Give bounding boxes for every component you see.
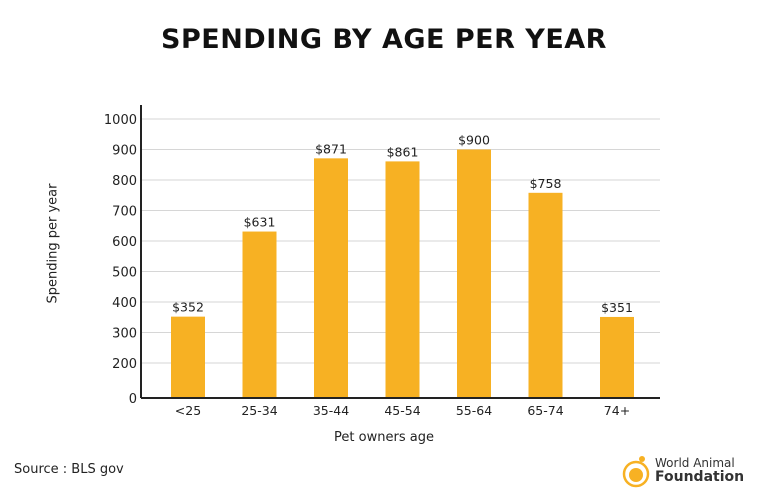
data-label: $351 — [601, 300, 633, 315]
chart-title: SPENDING BY AGE PER YEAR — [161, 24, 607, 55]
y-tick-label: 800 — [112, 174, 137, 189]
source-note: Source : BLS gov — [14, 462, 124, 477]
data-label: $900 — [458, 133, 490, 148]
y-tick-label: 1000 — [104, 113, 137, 128]
data-label: $861 — [387, 144, 419, 159]
x-tick-label: 55-64 — [456, 403, 492, 418]
x-tick-label: 65-74 — [527, 403, 563, 418]
data-label: $352 — [172, 300, 204, 315]
y-tick-label: 400 — [112, 296, 137, 311]
data-label: $758 — [530, 176, 562, 191]
bar — [457, 149, 491, 398]
bar — [242, 231, 277, 398]
bar — [528, 192, 563, 398]
logo-text-2: Foundation — [655, 469, 745, 485]
y-tick-label: 500 — [112, 266, 137, 281]
y-tick-label: 0 — [129, 392, 137, 407]
logo-text-1: World Animal — [655, 456, 735, 470]
bar — [385, 161, 420, 398]
y-tick-label: 300 — [112, 327, 137, 342]
x-tick-label: 35-44 — [313, 403, 349, 418]
y-tick-label: 900 — [112, 144, 137, 159]
data-label: $631 — [244, 215, 276, 230]
y-tick-label: 600 — [112, 235, 137, 250]
x-tick-label: 74+ — [604, 403, 630, 418]
data-label: $871 — [315, 141, 347, 156]
bar — [600, 316, 634, 398]
bar — [314, 158, 348, 398]
x-tick-label: 25-34 — [241, 403, 277, 418]
logo-icon — [622, 456, 650, 488]
y-axis-label: Spending per year — [45, 183, 61, 304]
logo: World Animal Foundation — [622, 454, 744, 488]
x-tick-label: 45-54 — [384, 403, 420, 418]
y-tick-label: 700 — [112, 205, 137, 220]
x-axis-label: Pet owners age — [334, 430, 434, 445]
y-tick-label: 200 — [112, 357, 137, 372]
x-tick-label: <25 — [175, 403, 201, 418]
bar — [171, 316, 205, 398]
